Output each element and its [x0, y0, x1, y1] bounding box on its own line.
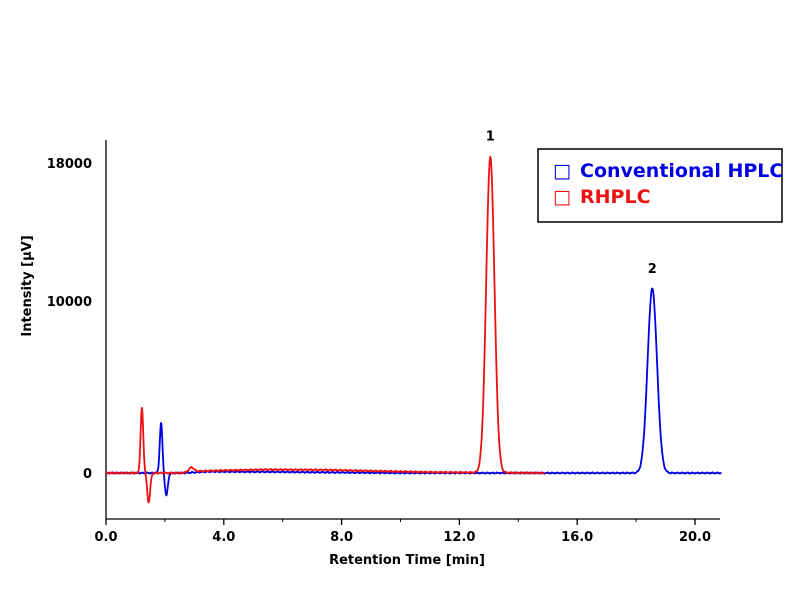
legend-label-conventional-hplc: Conventional HPLC [580, 160, 783, 182]
legend: □ Conventional HPLC □ RHPLC [537, 148, 783, 223]
x-tick-label: 8.0 [330, 530, 353, 545]
legend-marker-conventional-hplc: □ [553, 160, 571, 182]
legend-label-rhplc: RHPLC [580, 186, 651, 208]
x-tick-label: 12.0 [443, 530, 475, 545]
x-tick-label: 20.0 [679, 530, 711, 545]
axes: 0.0 4.0 8.0 12.0 16.0 20.0 0 10000 18000 [47, 140, 720, 545]
peak-label: 1 [486, 130, 495, 145]
y-axis-title: Intensity [µV] [20, 235, 35, 336]
x-tick-label: 16.0 [561, 530, 593, 545]
legend-box [537, 148, 783, 223]
peak-label: 2 [648, 262, 657, 277]
y-tick-label: 10000 [47, 295, 92, 310]
x-tick-label: 4.0 [212, 530, 235, 545]
x-axis-title: Retention Time [min] [329, 553, 485, 568]
legend-marker-rhplc: □ [553, 186, 571, 208]
series-layer [105, 155, 723, 504]
y-tick-label: 18000 [47, 157, 92, 172]
y-tick-label: 0 [83, 467, 92, 482]
series-line-conventional-hplc [105, 287, 723, 497]
annotation-layer: 12 [486, 130, 657, 278]
x-tick-label: 0.0 [94, 530, 117, 545]
series-line-rhplc [105, 155, 546, 504]
